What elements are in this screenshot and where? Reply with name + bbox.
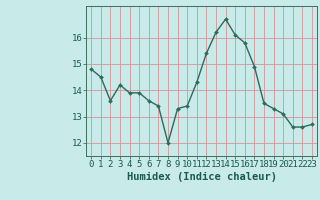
X-axis label: Humidex (Indice chaleur): Humidex (Indice chaleur): [127, 172, 276, 182]
